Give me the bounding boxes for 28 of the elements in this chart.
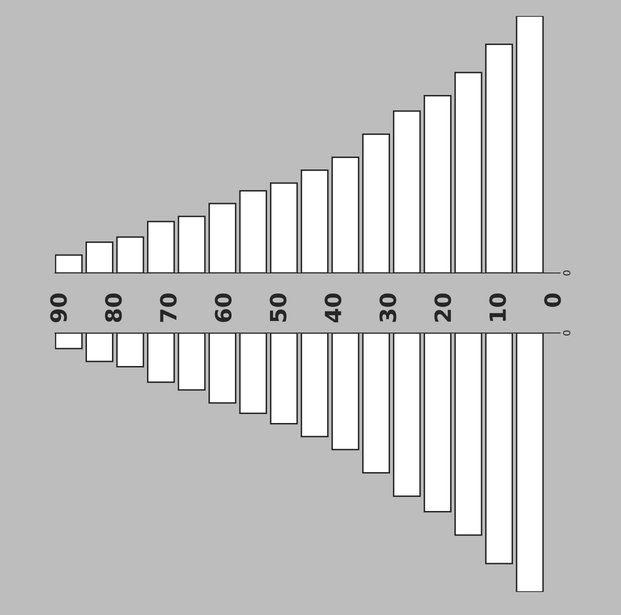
bar <box>392 110 421 273</box>
bar <box>178 216 206 273</box>
x-tick-label: 30 <box>379 294 396 322</box>
x-tick-label: 60 <box>214 294 232 322</box>
bar <box>362 134 390 273</box>
bar <box>147 220 175 273</box>
x-tick-label: 0 <box>544 294 561 307</box>
bar <box>516 16 544 273</box>
x-tick-label: 10 <box>489 294 506 321</box>
bar <box>270 182 298 273</box>
x-tick-label: 80 <box>105 294 122 322</box>
bar <box>239 190 268 273</box>
x-tick-label: 50 <box>270 294 286 322</box>
x-tick-label: 90 <box>50 294 67 322</box>
x-tick-label: 70 <box>160 294 177 322</box>
bar <box>424 94 452 273</box>
x-tick-label: 20 <box>434 294 452 322</box>
bar <box>116 236 144 273</box>
bar <box>454 72 482 273</box>
text: 0 <box>563 270 570 276</box>
bar <box>55 254 83 273</box>
text: 0 <box>563 330 570 336</box>
x-tick-label: 40 <box>324 294 342 322</box>
bar <box>86 241 114 273</box>
bar <box>331 156 360 273</box>
bar <box>300 170 329 273</box>
bar <box>485 44 513 273</box>
bar <box>208 202 236 273</box>
